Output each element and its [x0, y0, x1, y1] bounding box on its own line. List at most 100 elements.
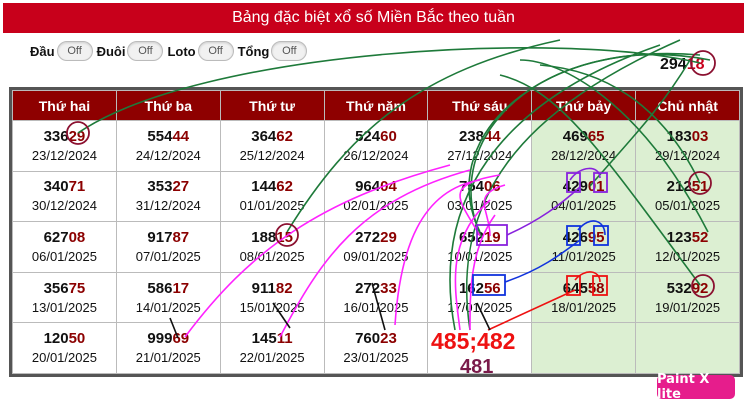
result-cell: 65219 10/01/2025 [427, 221, 533, 273]
result-cell: 18303 29/12/2024 [635, 120, 740, 172]
result-number-tail: 65 [587, 127, 605, 145]
header-tuesday: Thứ ba [115, 90, 221, 121]
result-cell: 46965 28/12/2024 [531, 120, 637, 172]
result-number-prefix: 123 [666, 228, 692, 246]
result-number: 16256 [428, 279, 531, 299]
result-date: 09/01/2025 [343, 248, 409, 264]
result-number-prefix: 336 [43, 127, 69, 145]
result-number-tail: 44 [172, 127, 190, 145]
result-number: 36462 [221, 127, 324, 147]
result-date: 16/01/2025 [343, 299, 409, 315]
result-number: 53292 [636, 279, 739, 299]
result-number-tail: 87 [172, 228, 190, 246]
result-number: 91182 [221, 279, 324, 299]
filter-tong-toggle[interactable]: Off [271, 41, 308, 61]
result-number: 18815 [221, 228, 324, 248]
result-number-tail: 71 [68, 178, 86, 196]
result-number-prefix: 183 [666, 127, 692, 145]
result-date: 08/01/2025 [239, 248, 305, 264]
result-cell: 76023 23/01/2025 [323, 322, 429, 374]
result-cell: 35327 31/12/2024 [115, 170, 221, 223]
result-date: 05/01/2025 [654, 198, 721, 214]
result-date: 31/12/2024 [135, 198, 201, 214]
result-number-tail: 06 [483, 178, 501, 196]
filter-duoi-toggle[interactable]: Off [127, 41, 164, 61]
result-number-tail: 19 [483, 228, 501, 246]
result-cell: 12050 20/01/2025 [12, 322, 117, 374]
result-number-tail: 95 [587, 228, 605, 246]
result-number: 34071 [13, 177, 116, 197]
result-number: 42901 [532, 177, 635, 197]
result-number-prefix: 353 [147, 178, 173, 196]
header-saturday: Thứ bảy [531, 90, 637, 121]
result-number: 21251 [636, 177, 739, 197]
filter-duoi: Đuôi Off [97, 41, 164, 61]
result-number-tail: 27 [172, 178, 190, 196]
filter-dau-toggle[interactable]: Off [56, 41, 93, 61]
result-cell: 64558 18/01/2025 [531, 271, 637, 324]
result-cell: 99969 21/01/2025 [115, 322, 221, 374]
result-number-tail: 69 [172, 330, 190, 348]
result-number-prefix: 162 [458, 279, 484, 297]
result-cell: 62708 06/01/2025 [12, 221, 117, 273]
result-date: 10/01/2025 [447, 248, 513, 264]
result-number-prefix: 524 [355, 127, 381, 145]
result-number-prefix: 145 [251, 330, 277, 348]
filter-loto: Loto Off [167, 41, 234, 61]
result-number-tail: 29 [68, 127, 86, 145]
result-number: 62708 [13, 228, 116, 248]
result-number: 33629 [13, 127, 116, 147]
result-number-tail: 33 [380, 279, 397, 297]
filter-bar: Đầu Off Đuôi Off Loto Off Tổng Off [30, 40, 311, 62]
result-number-tail: 03 [691, 127, 709, 145]
empty-cell [531, 322, 637, 374]
result-number: 96404 [325, 177, 428, 197]
result-number-prefix: 429 [562, 178, 588, 196]
result-number-tail: 62 [276, 127, 293, 145]
result-number-prefix: 917 [147, 228, 173, 246]
result-cell: 52460 26/12/2024 [323, 120, 429, 172]
result-number-prefix: 340 [43, 178, 69, 196]
latest-result: 29418 [660, 56, 705, 74]
result-date: 26/12/2024 [343, 147, 409, 163]
result-number: 46965 [532, 127, 635, 147]
result-number: 27229 [325, 228, 428, 248]
result-number: 58617 [117, 279, 220, 299]
result-number-tail: 23 [380, 330, 397, 348]
result-number-tail: 62 [276, 178, 293, 196]
filter-loto-toggle[interactable]: Off [197, 41, 234, 61]
result-cell: 14462 01/01/2025 [219, 170, 325, 223]
result-number: 65219 [428, 228, 531, 248]
result-number: 35675 [13, 279, 116, 299]
result-date: 01/01/2025 [239, 198, 305, 214]
prediction-main: 485;482 [431, 328, 516, 354]
result-cell: 55444 24/12/2024 [115, 120, 221, 172]
prediction-alt: 481 [460, 356, 494, 378]
result-number-prefix: 652 [458, 228, 484, 246]
result-number-tail: 82 [275, 279, 293, 297]
filter-duoi-label: Đuôi [96, 43, 126, 59]
result-number-prefix: 272 [355, 228, 381, 246]
result-date: 30/12/2024 [31, 198, 97, 214]
filter-loto-label: Loto [167, 43, 196, 59]
paint-x-lite-label: Paint X lite [657, 372, 710, 402]
result-number-prefix: 645 [562, 279, 588, 297]
result-number: 12352 [636, 228, 739, 248]
header-thursday: Thứ năm [323, 90, 429, 121]
result-cell: 27229 09/01/2025 [323, 221, 429, 273]
result-number-prefix: 754 [458, 178, 484, 196]
result-cell: 16256 17/01/2025 [427, 271, 533, 324]
page-title-text: Bảng đặc biệt xổ số Miền Bắc theo tuần [232, 9, 515, 26]
result-date: 27/12/2024 [447, 147, 513, 163]
header-sunday: Chủ nhật [635, 90, 740, 121]
result-number-tail: 17 [172, 279, 190, 297]
header-wednesday: Thứ tư [219, 90, 325, 121]
results-table-frame: Thứ hai Thứ ba Thứ tư Thứ năm Thứ sáu Th… [9, 87, 743, 377]
result-number-tail: 11 [276, 330, 293, 348]
result-cell: 34071 30/12/2024 [12, 170, 117, 223]
result-date: 19/01/2025 [654, 299, 721, 315]
result-date: 11/01/2025 [551, 248, 616, 264]
result-number-prefix: 554 [147, 127, 173, 145]
paint-x-lite-badge: Paint X lite [657, 372, 735, 402]
result-date: 17/01/2025 [447, 299, 513, 315]
